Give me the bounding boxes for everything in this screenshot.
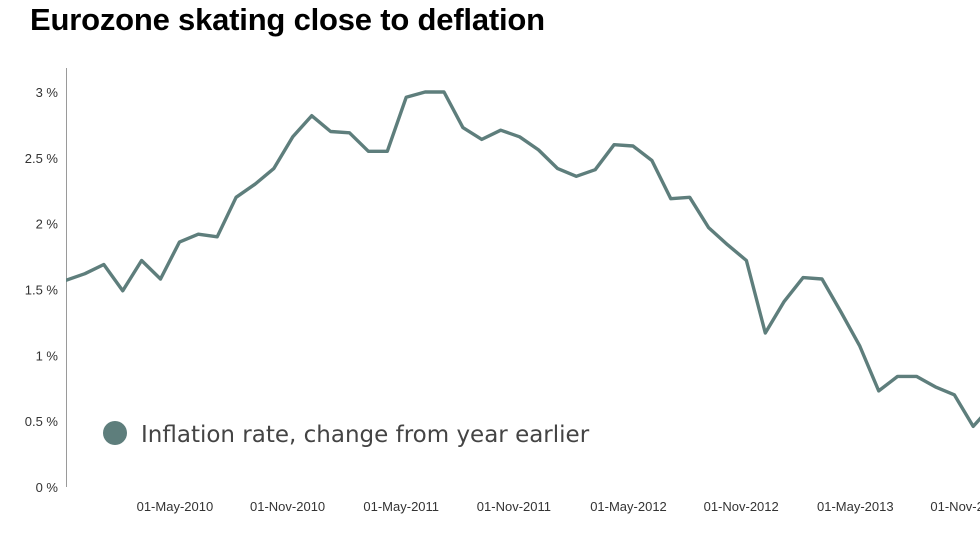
y-tick-label: 2 % [36, 217, 59, 232]
y-axis-ticks: 0 % 0.5 % 1 % 1.5 % 2 % 2.5 % 3 % [25, 85, 59, 495]
legend-marker [103, 421, 127, 445]
x-tick-label: 01-Nov-2010 [250, 499, 325, 514]
x-tick-label: 01-May-2011 [363, 499, 439, 514]
x-tick-label: 01-Nov-2013 [930, 499, 980, 514]
x-tick-label: 01-Nov-2011 [477, 499, 551, 514]
y-tick-label: 1.5 % [25, 283, 59, 298]
y-tick-label: 0.5 % [25, 414, 59, 429]
y-tick-label: 0 % [36, 480, 59, 495]
legend: Inflation rate, change from year earlier [103, 421, 590, 448]
legend-label: Inflation rate, change from year earlier [141, 422, 590, 448]
x-axis-ticks: 01-May-2010 01-Nov-2010 01-May-2011 01-Nov-… [137, 499, 980, 514]
y-tick-label: 1 % [36, 348, 59, 363]
x-tick-label: 01-May-2013 [817, 499, 894, 514]
y-tick-label: 3 % [36, 85, 59, 100]
x-tick-label: 01-May-2010 [137, 499, 214, 514]
chart-title: Eurozone skating close to deflation [30, 2, 545, 37]
x-tick-label: 01-Nov-2012 [704, 499, 779, 514]
x-tick-label: 01-May-2012 [590, 499, 667, 514]
series-line-inflation-rate [66, 90, 980, 429]
y-tick-label: 2.5 % [25, 151, 59, 166]
